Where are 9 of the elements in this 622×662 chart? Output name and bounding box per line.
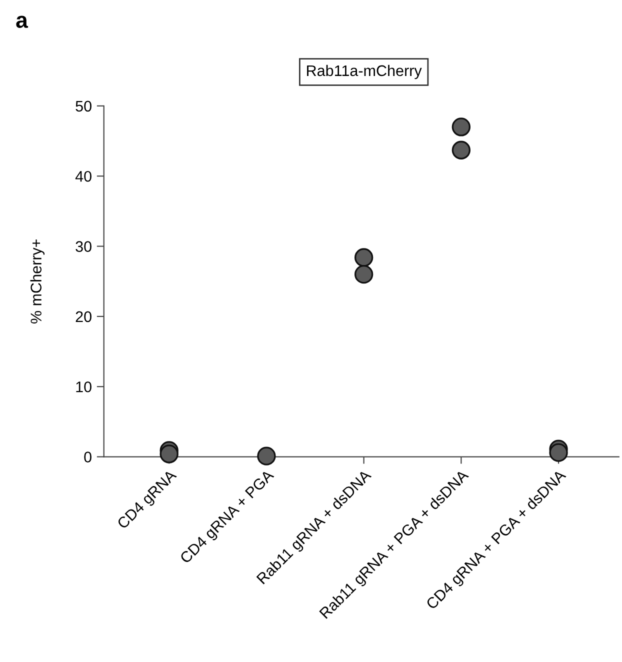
- text: a: [16, 16, 28, 28]
- y-axis-title: % mCherry+: [30, 239, 45, 324]
- y-tick-label: 50: [76, 100, 92, 112]
- y-tick-label: 40: [75, 170, 92, 182]
- y-tick-label: 10: [76, 381, 92, 392]
- y-tick-label: 20: [76, 311, 92, 322]
- y-tick-label: 0: [84, 452, 92, 462]
- chart-title: Rab11a-mCherry: [307, 64, 422, 80]
- y-tick-label: 30: [76, 241, 92, 252]
